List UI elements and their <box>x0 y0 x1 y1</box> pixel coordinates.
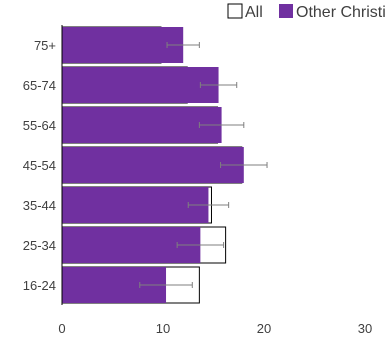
bar-other-christian-65-74 <box>62 67 219 103</box>
legend-swatch-all <box>227 3 243 19</box>
y-tick-label-25-34: 25-34 <box>23 238 56 253</box>
error-bar-65-74 <box>199 82 238 88</box>
bar-other-christian-55-64 <box>62 107 222 143</box>
bar-other-christian-75plus <box>62 27 184 63</box>
bar-other-christian-35-44 <box>62 187 209 223</box>
legend-swatch-other-christian <box>279 4 293 18</box>
bars-other-christian <box>62 27 244 303</box>
x-tick-labels: 0 10 20 30 <box>58 321 372 336</box>
error-bar-75plus <box>166 42 200 48</box>
y-tick-labels: 75+ 65-74 55-64 45-54 35-44 25-34 16-24 <box>23 38 56 293</box>
x-tick-label-20: 20 <box>257 321 271 336</box>
legend-label-other-christian: Other Christian <box>296 4 386 21</box>
x-tick-label-10: 10 <box>156 321 170 336</box>
x-tick-label-0: 0 <box>58 321 65 336</box>
error-bar-55-64 <box>198 122 245 128</box>
error-bar-25-34 <box>176 242 225 248</box>
y-tick-label-45-54: 45-54 <box>23 158 56 173</box>
legend-label-all: All <box>245 4 263 21</box>
y-tick-label-35-44: 35-44 <box>23 198 56 213</box>
error-bars <box>139 42 268 288</box>
bar-other-christian-45-54 <box>62 147 244 183</box>
legend: All Other Christian <box>227 3 386 21</box>
y-tick-label-16-24: 16-24 <box>23 278 56 293</box>
error-bar-16-24 <box>139 282 193 288</box>
error-bar-45-54 <box>220 162 268 168</box>
y-tick-label-65-74: 65-74 <box>23 78 56 93</box>
error-bar-35-44 <box>187 202 230 208</box>
y-tick-label-75plus: 75+ <box>34 38 56 53</box>
y-tick-label-55-64: 55-64 <box>23 118 56 133</box>
x-tick-label-30: 30 <box>358 321 372 336</box>
